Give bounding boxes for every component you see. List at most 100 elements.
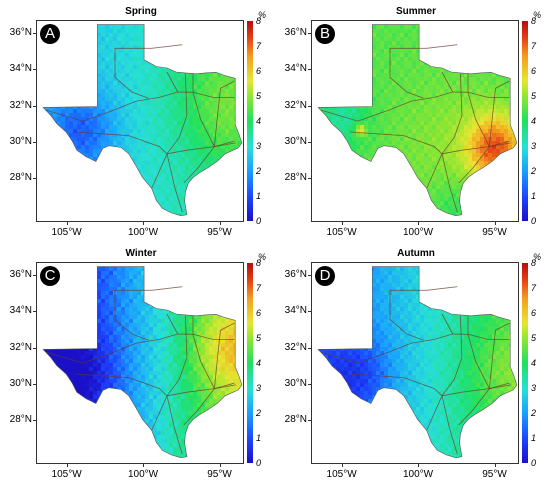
colorbar-tick-label: 0	[531, 216, 537, 226]
lat-tick-label: 32°N	[284, 341, 307, 353]
map-panel-winter: Winter C 36°N 34°N 32°N 30°N 28°N 105°W 100°W 95°…	[0, 242, 275, 484]
data-field	[43, 266, 242, 458]
lon-tick-label: 105°W	[51, 469, 82, 480]
colorbar-tick-label: 6	[256, 308, 262, 318]
colorbar-tick-label: 8	[531, 16, 537, 26]
highways	[46, 286, 236, 455]
lat-tick-label: 36°N	[284, 268, 307, 280]
lat-tick-mark	[33, 141, 36, 143]
colorbar-tick-label: 5	[256, 91, 262, 101]
highways	[46, 44, 236, 213]
lon-tick-mark	[219, 464, 221, 467]
texas-map-winter	[42, 266, 243, 459]
lat-tick-label: 34°N	[9, 305, 32, 317]
colorbar-tick-label: 3	[256, 141, 262, 151]
lon-tick-mark	[418, 464, 420, 467]
colorbar-tick-label: 7	[531, 41, 537, 51]
colorbar-tick-label: 5	[531, 91, 537, 101]
map-panel-summer: Summer B 36°N 34°N 32°N 30°N 28°N 105°W 100°W 95°…	[275, 0, 550, 242]
lon-tick-mark	[341, 464, 343, 467]
lat-tick-mark	[33, 105, 36, 107]
lon-tick-label: 100°W	[402, 227, 434, 238]
lat-tick-label: 28°N	[9, 172, 32, 184]
lon-tick-mark	[341, 222, 343, 225]
colorbar-tick-label: 1	[256, 191, 262, 201]
lat-tick-mark	[308, 274, 311, 276]
lat-tick-mark	[33, 274, 36, 276]
map-frame	[36, 20, 244, 222]
lat-tick-mark	[33, 311, 36, 313]
lat-tick-label: 32°N	[9, 99, 32, 111]
lon-tick-mark	[494, 222, 496, 225]
colorbar-tick-label: 6	[256, 66, 262, 76]
colorbar-tick-label: 1	[256, 433, 262, 443]
state-outline	[317, 24, 518, 217]
lat-tick-label: 32°N	[9, 341, 32, 353]
lat-tick-label: 34°N	[284, 63, 307, 75]
colorbar-tick-label: 8	[256, 16, 262, 26]
lat-tick-mark	[308, 141, 311, 143]
map-frame	[311, 262, 519, 464]
lon-tick-mark	[66, 222, 68, 225]
colorbar-tick-label: 0	[256, 216, 262, 226]
panel-letter-badge: C	[40, 266, 60, 286]
lat-tick-mark	[308, 383, 311, 385]
lon-tick-mark	[418, 222, 420, 225]
colorbar-tick-label: 4	[531, 358, 537, 368]
lon-tick-label: 100°W	[402, 469, 434, 480]
colorbar-tick-label: 3	[531, 383, 537, 393]
lat-tick-label: 36°N	[284, 26, 307, 38]
map-frame	[311, 20, 519, 222]
colorbar-tick-label: 3	[256, 383, 262, 393]
colorbar-tick-label: 0	[531, 458, 537, 468]
panel-letter-badge: A	[40, 24, 60, 44]
highways	[321, 44, 511, 213]
lat-tick-label: 34°N	[9, 63, 32, 75]
colorbar-tick-label: 4	[256, 358, 262, 368]
data-field	[318, 266, 517, 458]
lon-tick-mark	[143, 222, 145, 225]
lon-tick-label: 95°W	[207, 227, 232, 238]
lon-tick-label: 95°W	[207, 469, 232, 480]
lat-tick-mark	[308, 32, 311, 34]
lat-tick-mark	[33, 420, 36, 422]
lat-tick-label: 30°N	[9, 135, 32, 147]
lat-tick-mark	[33, 69, 36, 71]
data-field	[318, 24, 517, 216]
lat-tick-mark	[308, 105, 311, 107]
lon-tick-label: 100°W	[127, 469, 159, 480]
map-panel-spring: Spring A 36°N 34°N 32°N 30°N 28°N 105°W 100°W 95°…	[0, 0, 275, 242]
lat-tick-label: 30°N	[284, 135, 307, 147]
data-field	[43, 24, 242, 216]
lon-tick-mark	[494, 464, 496, 467]
panel-title: Autumn	[397, 248, 435, 259]
lon-tick-label: 95°W	[482, 227, 507, 238]
texas-map-spring	[42, 24, 243, 217]
lat-tick-label: 30°N	[9, 377, 32, 389]
colorbar-tick-label: 2	[531, 408, 537, 418]
state-outline	[42, 266, 243, 459]
texas-map-autumn	[317, 266, 518, 459]
state-outline	[317, 266, 518, 459]
lat-tick-label: 28°N	[9, 414, 32, 426]
colorbar-tick-label: 4	[256, 116, 262, 126]
lat-tick-mark	[33, 347, 36, 349]
colorbar-tick-label: 6	[531, 308, 537, 318]
colorbar-tick-label: 6	[531, 66, 537, 76]
lon-tick-mark	[66, 464, 68, 467]
lon-tick-label: 105°W	[326, 469, 357, 480]
lat-tick-mark	[33, 178, 36, 180]
colorbar-tick-label: 0	[256, 458, 262, 468]
lon-tick-mark	[219, 222, 221, 225]
lon-tick-mark	[143, 464, 145, 467]
map-frame	[36, 262, 244, 464]
lat-tick-mark	[308, 178, 311, 180]
colorbar-tick-label: 5	[256, 333, 262, 343]
colorbar-unit: %	[258, 252, 267, 262]
panel-title: Winter	[125, 248, 157, 259]
colorbar-unit: %	[533, 252, 542, 262]
colorbar-tick-label: 2	[256, 408, 262, 418]
colorbar-tick-label: 2	[256, 166, 262, 176]
panel-title: Summer	[395, 6, 436, 17]
lon-tick-label: 100°W	[127, 227, 159, 238]
